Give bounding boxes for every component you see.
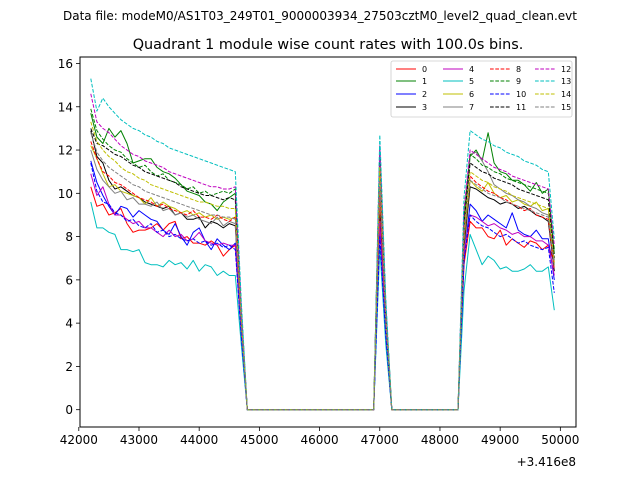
series-line-6 bbox=[90, 145, 555, 411]
series-line-14 bbox=[90, 121, 555, 411]
series-line-13 bbox=[90, 78, 555, 411]
legend-label-3: 3 bbox=[422, 103, 427, 112]
y-axis: 0 2 4 6 8 10 12 14 16 bbox=[58, 57, 80, 417]
x-tick-label: 50000 bbox=[541, 433, 579, 447]
x-tick-label: 43000 bbox=[120, 433, 158, 447]
legend-label-2: 2 bbox=[422, 90, 427, 99]
series-line-9 bbox=[90, 108, 555, 411]
y-tick-label: 16 bbox=[58, 57, 73, 71]
series-line-0 bbox=[90, 186, 555, 411]
legend-label-13: 13 bbox=[561, 77, 571, 86]
y-tick-label: 6 bbox=[65, 273, 73, 287]
series-line-15 bbox=[90, 132, 555, 411]
legend-label-14: 14 bbox=[561, 90, 571, 99]
legend-label-1: 1 bbox=[422, 77, 427, 86]
y-tick-label: 8 bbox=[65, 230, 73, 244]
series-line-11 bbox=[90, 128, 555, 411]
x-tick-label: 45000 bbox=[240, 433, 278, 447]
x-tick-label: 47000 bbox=[361, 433, 399, 447]
legend-label-4: 4 bbox=[469, 65, 474, 74]
y-tick-label: 10 bbox=[58, 187, 73, 201]
series-line-2 bbox=[90, 160, 555, 411]
x-axis: 42000 43000 44000 45000 46000 47000 48000 49000… bbox=[60, 427, 579, 447]
series-line-5 bbox=[90, 201, 555, 411]
legend-label-7: 7 bbox=[469, 103, 474, 112]
y-tick-label: 12 bbox=[58, 144, 73, 158]
plot-area: 42000 43000 44000 45000 46000 47000 48000 49000… bbox=[58, 56, 579, 469]
legend-label-0: 0 bbox=[422, 65, 427, 74]
x-tick-label: 46000 bbox=[300, 433, 338, 447]
legend-label-6: 6 bbox=[469, 90, 474, 99]
chart-title: Quadrant 1 module wise count rates with … bbox=[133, 37, 524, 53]
x-offset-label: +3.416e8 bbox=[517, 455, 576, 469]
y-tick-label: 0 bbox=[65, 403, 73, 417]
x-tick-label: 48000 bbox=[421, 433, 459, 447]
legend-label-8: 8 bbox=[516, 65, 521, 74]
series-line-4 bbox=[90, 173, 555, 411]
x-tick-label: 49000 bbox=[481, 433, 519, 447]
legend-label-11: 11 bbox=[516, 103, 526, 112]
x-tick-label: 42000 bbox=[60, 433, 98, 447]
series-layer bbox=[90, 78, 555, 411]
legend-label-15: 15 bbox=[561, 103, 571, 112]
axes-frame bbox=[79, 56, 577, 428]
series-line-10 bbox=[90, 162, 555, 411]
legend-label-5: 5 bbox=[469, 77, 474, 86]
series-line-12 bbox=[90, 93, 555, 411]
y-tick-label: 4 bbox=[65, 317, 73, 331]
chart-suptitle: Data file: modeM0/AS1T03_249T01_90000039… bbox=[63, 9, 577, 23]
legend-label-9: 9 bbox=[516, 77, 521, 86]
y-tick-label: 2 bbox=[65, 360, 73, 374]
y-tick-label: 14 bbox=[58, 100, 73, 114]
legend-label-12: 12 bbox=[561, 65, 571, 74]
x-tick-label: 44000 bbox=[180, 433, 218, 447]
legend-label-10: 10 bbox=[516, 90, 526, 99]
